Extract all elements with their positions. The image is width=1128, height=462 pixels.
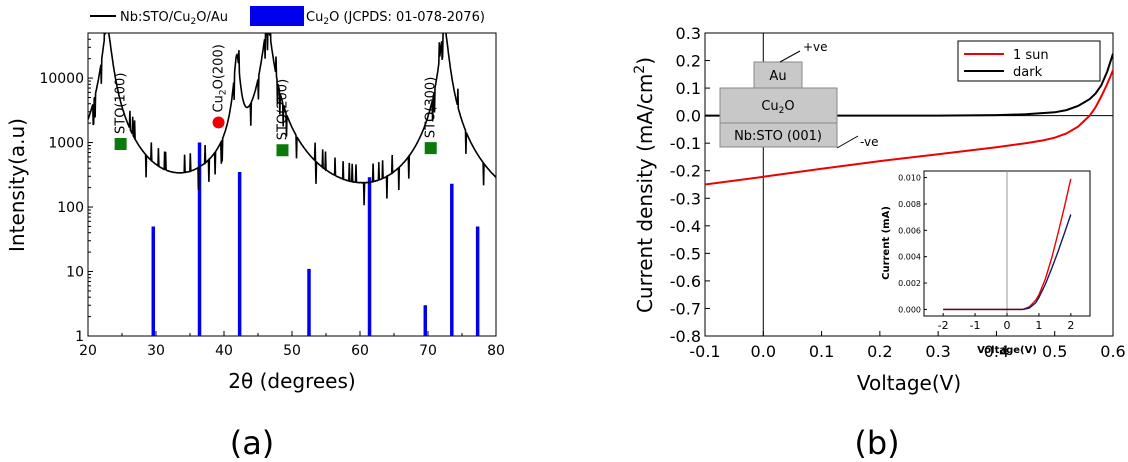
marker-label: Cu2O(200) — [212, 44, 229, 112]
x-tick-label: 50 — [283, 343, 301, 359]
x-axis-ticks: 20 30 40 50 60 70 80 — [79, 331, 505, 359]
legend: Nb:STO/Cu2O/Au Cu2O (JCPDS: 01-078-2076) — [90, 6, 485, 27]
inset-y-tick-label: 0.010 — [898, 174, 921, 183]
x-tick-label: 0.1 — [809, 342, 834, 361]
inset-y-tick-label: 0.004 — [898, 253, 921, 262]
x-tick-label: 0.2 — [867, 342, 892, 361]
layer-cu2o — [719, 87, 838, 124]
y-axis-ticks: 1 10 100 1000 10000 — [39, 32, 93, 345]
x-tick-label: 60 — [351, 343, 369, 359]
series-line-dark — [705, 53, 1113, 117]
x-tick-label: 0.0 — [751, 342, 776, 361]
xrd-pattern-line — [88, 33, 496, 206]
negative-lead — [836, 135, 859, 149]
y-tick-label: -0.4 — [670, 217, 701, 236]
inset-y-axis-label: Current (mA) — [881, 206, 892, 280]
y-tick-label: -0.6 — [670, 272, 701, 291]
x-tick-label: 0.5 — [1042, 342, 1067, 361]
inset-y-tick-label: 0.002 — [898, 279, 921, 288]
positive-label: +ve — [803, 40, 828, 54]
x-tick-label: 0.4 — [984, 342, 1009, 361]
x-tick-label: 80 — [487, 343, 505, 359]
marker-square — [424, 142, 437, 155]
legend-box-swatch — [250, 6, 304, 26]
peak-markers: STO(100) Cu2O(200) STO(200) STO(300) — [114, 44, 439, 157]
inset-y-tick-label: 0.006 — [898, 226, 921, 235]
y-tick-label: 0.2 — [676, 52, 701, 71]
x-tick-label: 20 — [79, 343, 97, 359]
y-axis-ticks: 0.3 0.2 0.1 0.0 -0.1 -0.2 -0.3 -0.4 -0.5 -0.6 -0.7… — [670, 24, 710, 346]
marker-label: STO(100) — [114, 73, 129, 134]
legend-label-reference: Cu2O (JCPDS: 01-078-2076) — [306, 10, 485, 27]
y-tick-label: 0.1 — [676, 79, 701, 98]
panel-a-label: (a) — [230, 424, 275, 462]
y-tick-label: -0.2 — [670, 162, 701, 181]
inset-y-ticks: 0.000 0.002 0.004 0.006 0.008 0.010 — [898, 174, 927, 314]
y-tick-label: -0.7 — [670, 299, 701, 318]
y-tick-label: 1 — [75, 329, 84, 345]
marker-square — [276, 144, 289, 157]
panel-b-label: (b) — [854, 424, 899, 462]
legend-label-dark: dark — [1013, 65, 1043, 80]
layer-label-au: Au — [769, 69, 786, 84]
inset-line-dark — [943, 214, 1072, 311]
y-tick-label: 0.3 — [676, 24, 701, 43]
inset-chart: -2 -1 0 1 2 0.000 0.002 0.004 0.006 0.008 0.010 V… — [881, 170, 1091, 356]
y-axis-label: Intensity(a.u) — [5, 118, 29, 252]
x-axis-ticks: -0.1 0.0 0.1 0.2 0.3 0.4 0.5 0.6 — [689, 331, 1126, 361]
y-tick-label: -0.3 — [670, 189, 701, 208]
y-tick-label: 1000 — [48, 136, 84, 152]
inset-x-tick-label: -2 — [938, 319, 949, 332]
x-tick-label: 70 — [419, 343, 437, 359]
x-tick-label: 0.6 — [1100, 342, 1125, 361]
inset-x-axis-label: Voltage(V) — [977, 345, 1037, 356]
inset-y-tick-label: 0.008 — [898, 200, 921, 209]
marker-label: STO(300) — [424, 77, 439, 138]
inset-curves — [943, 178, 1072, 311]
inset-x-tick-label: -1 — [970, 319, 981, 332]
x-axis-label: Voltage(V) — [857, 371, 961, 395]
x-tick-label: 30 — [147, 343, 165, 359]
series-line-1-sun — [705, 69, 1113, 186]
positive-lead — [779, 50, 801, 63]
x-tick-label: -0.1 — [689, 342, 720, 361]
marker-circle — [212, 116, 225, 129]
x-axis-label: 2θ (degrees) — [228, 369, 355, 393]
inset-x-ticks: -2 -1 0 1 2 — [938, 313, 1074, 332]
y-tick-label: -0.8 — [670, 327, 701, 346]
legend-label-sample: Nb:STO/Cu2O/Au — [120, 10, 228, 27]
x-tick-label: 0.3 — [925, 342, 950, 361]
panel-a: STO(100) Cu2O(200) STO(200) STO(300) 20 30 40… — [5, 6, 505, 462]
marker-label: STO(200) — [275, 79, 290, 140]
inset-x-tick-label: 2 — [1067, 319, 1074, 332]
layer-au — [753, 61, 803, 89]
device-schematic: Au Cu2O Nb:STO (001) +ve -ve — [719, 40, 879, 149]
negative-label: -ve — [860, 135, 879, 149]
panel-b: -0.1 0.0 0.1 0.2 0.3 0.4 0.5 0.6 0.30.20.10.0-0… — [632, 24, 1126, 462]
x-tick-label: 40 — [215, 343, 233, 359]
y-axis-label: Current density (mA/cm2) — [632, 57, 657, 313]
jv-curves — [705, 53, 1113, 186]
y-tick-label: -0.5 — [670, 244, 701, 263]
legend-box — [957, 40, 1101, 82]
legend-label-1sun: 1 sun — [1013, 48, 1049, 63]
inset-y-tick-label: 0.000 — [898, 305, 921, 314]
layer-label-cu2o: Cu2O — [761, 99, 794, 116]
inset-x-tick-label: 0 — [1004, 319, 1011, 332]
y-tick-label: 100 — [57, 200, 84, 216]
y-tick-label: 10 — [66, 265, 84, 281]
y-tick-label: 10000 — [39, 71, 84, 87]
marker-square — [114, 137, 127, 150]
y-tick-label: 0.0 — [676, 107, 701, 126]
y-tick-label: -0.1 — [670, 134, 701, 153]
layer-label-nbsto: Nb:STO (001) — [734, 129, 822, 144]
inset-x-tick-label: 1 — [1035, 319, 1042, 332]
legend: 1 sun dark — [957, 40, 1101, 82]
